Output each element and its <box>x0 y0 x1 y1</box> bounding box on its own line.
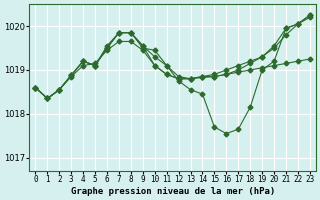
X-axis label: Graphe pression niveau de la mer (hPa): Graphe pression niveau de la mer (hPa) <box>70 187 275 196</box>
